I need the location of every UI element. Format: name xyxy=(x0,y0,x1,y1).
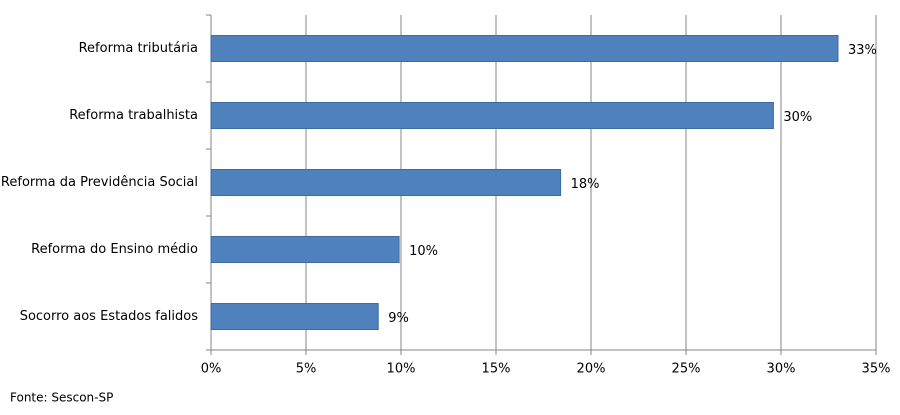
y-tick-label: Reforma do Ensino médio xyxy=(31,242,198,257)
y-tick-label: Reforma tributária xyxy=(79,41,198,56)
x-tick-label: 0% xyxy=(201,362,222,377)
bar xyxy=(210,102,774,129)
x-tick-label: 5% xyxy=(296,362,317,377)
y-tick-label: Reforma trabalhista xyxy=(69,108,198,123)
bar xyxy=(210,303,379,330)
x-tick-label: 25% xyxy=(672,362,701,377)
x-tick-label: 10% xyxy=(387,362,416,377)
data-label: 18% xyxy=(571,177,600,192)
bar xyxy=(210,169,562,196)
x-tick-label: 35% xyxy=(862,362,891,377)
y-tick-label: Reforma da Previdência Social xyxy=(1,175,198,190)
x-tick-label: 15% xyxy=(482,362,511,377)
x-tick-label: 30% xyxy=(767,362,796,377)
data-label: 10% xyxy=(409,244,438,259)
data-label: 30% xyxy=(783,110,812,125)
data-label: 9% xyxy=(388,311,409,326)
bar xyxy=(210,236,400,263)
data-label: 33% xyxy=(848,43,877,58)
y-tick-label: Socorro aos Estados falidos xyxy=(20,309,199,324)
source-note: Fonte: Sescon-SP xyxy=(10,391,113,405)
bar xyxy=(210,35,839,62)
x-tick-label: 20% xyxy=(577,362,606,377)
